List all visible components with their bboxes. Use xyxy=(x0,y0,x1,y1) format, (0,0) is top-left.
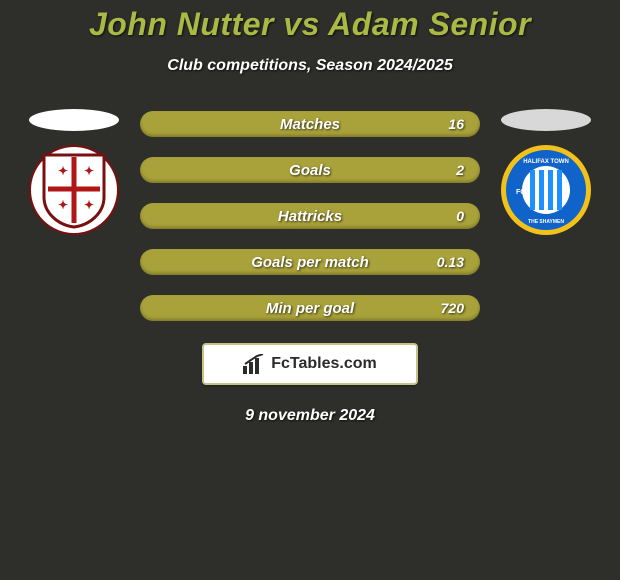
stat-bar: Hattricks 0 xyxy=(140,203,480,229)
stat-right-value: 2 xyxy=(456,162,464,178)
left-pill xyxy=(29,109,119,131)
stat-right-value: 0 xyxy=(456,208,464,224)
right-club-crest: HALIFAX TOWN THE SHAYMEN FC xyxy=(501,145,591,235)
stat-right-value: 0.13 xyxy=(437,254,464,270)
stat-bar: Matches 16 xyxy=(140,111,480,137)
stat-right-value: 720 xyxy=(441,300,464,316)
comparison-row: ✦ ✦ ✦ ✦ Matches 16 Goals 2 Hattricks 0 Goals p… xyxy=(0,109,620,321)
svg-text:HALIFAX TOWN: HALIFAX TOWN xyxy=(523,159,569,165)
stat-label: Goals per match xyxy=(251,254,369,271)
right-pill xyxy=(501,109,591,131)
stat-label: Min per goal xyxy=(266,300,354,317)
bar-chart-icon xyxy=(243,354,265,374)
page-title: John Nutter vs Adam Senior xyxy=(89,6,531,43)
stat-right-value: 16 xyxy=(448,116,464,132)
svg-text:✦: ✦ xyxy=(58,198,68,212)
shield-icon: ✦ ✦ ✦ ✦ xyxy=(40,151,108,229)
stat-label: Matches xyxy=(280,116,340,133)
brand-text: FcTables.com xyxy=(271,355,377,373)
brand-badge: FcTables.com xyxy=(202,343,418,385)
stat-bar: Min per goal 720 xyxy=(140,295,480,321)
svg-text:✦: ✦ xyxy=(58,164,68,178)
svg-text:✦: ✦ xyxy=(84,198,94,212)
subtitle: Club competitions, Season 2024/2025 xyxy=(167,57,452,75)
comparison-card: John Nutter vs Adam Senior Club competit… xyxy=(0,0,620,580)
round-badge-icon: HALIFAX TOWN THE SHAYMEN FC xyxy=(506,150,586,230)
stat-label: Goals xyxy=(289,162,331,179)
svg-text:FC: FC xyxy=(516,189,525,196)
stat-label: Hattricks xyxy=(278,208,342,225)
svg-text:✦: ✦ xyxy=(84,164,94,178)
stat-bar: Goals 2 xyxy=(140,157,480,183)
left-club-crest: ✦ ✦ ✦ ✦ xyxy=(29,145,119,235)
left-side: ✦ ✦ ✦ ✦ xyxy=(20,109,128,235)
stat-bars: Matches 16 Goals 2 Hattricks 0 Goals per match… xyxy=(140,111,480,321)
stat-bar: Goals per match 0.13 xyxy=(140,249,480,275)
date-label: 9 november 2024 xyxy=(245,407,375,425)
right-side: HALIFAX TOWN THE SHAYMEN FC xyxy=(492,109,600,235)
svg-text:THE SHAYMEN: THE SHAYMEN xyxy=(528,219,564,225)
